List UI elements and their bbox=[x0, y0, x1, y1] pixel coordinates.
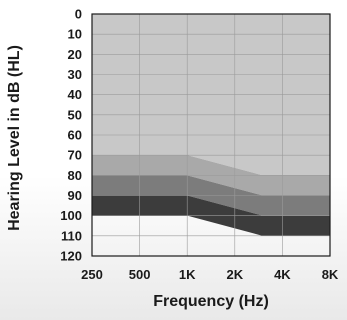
y-tick-label: 40 bbox=[68, 87, 82, 102]
y-tick-label: 20 bbox=[68, 47, 82, 62]
y-tick-label: 50 bbox=[68, 107, 82, 122]
x-tick-label: 2K bbox=[226, 267, 243, 282]
x-tick-label: 4K bbox=[274, 267, 291, 282]
x-axis-label: Frequency (Hz) bbox=[153, 293, 269, 310]
y-tick-label: 10 bbox=[68, 27, 82, 42]
plot-frame bbox=[91, 13, 331, 257]
y-tick-label: 90 bbox=[68, 188, 82, 203]
x-tick-label: 1K bbox=[179, 267, 196, 282]
x-tick-label: 8K bbox=[322, 267, 339, 282]
y-tick-label: 70 bbox=[68, 148, 82, 163]
y-tick-label: 60 bbox=[68, 128, 82, 143]
y-tick-label: 120 bbox=[60, 249, 82, 264]
y-tick-label: 110 bbox=[61, 228, 82, 243]
y-tick-label: 80 bbox=[68, 168, 82, 183]
hearing-loss-bands bbox=[92, 14, 330, 236]
y-tick-label: 100 bbox=[60, 208, 82, 223]
x-axis-ticks: 250 500 1K 2K 4K 8K bbox=[81, 267, 339, 282]
y-axis-ticks: 0 10 20 30 40 50 60 70 80 90 100 110 120 bbox=[60, 7, 82, 264]
x-tick-label: 250 bbox=[81, 267, 103, 282]
y-tick-label: 0 bbox=[75, 7, 82, 22]
y-tick-label: 30 bbox=[68, 67, 82, 82]
y-axis-label: Hearing Level in dB (HL) bbox=[6, 45, 23, 231]
x-tick-label: 500 bbox=[129, 267, 151, 282]
